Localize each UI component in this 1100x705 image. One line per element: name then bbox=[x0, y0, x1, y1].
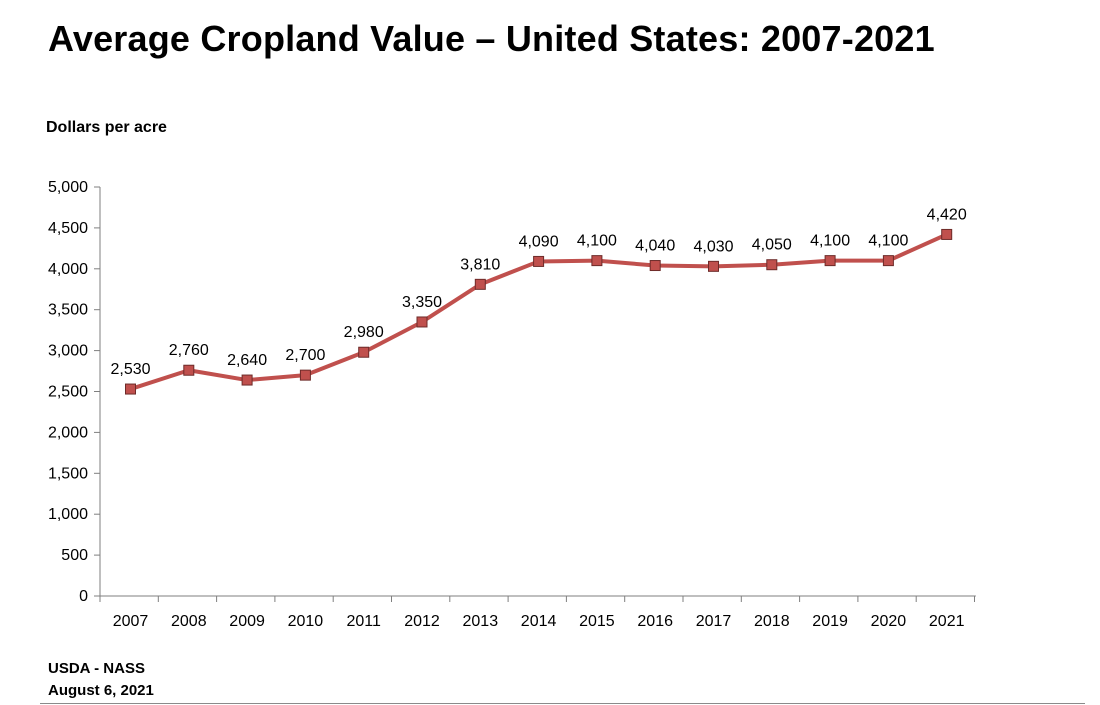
data-point-marker bbox=[358, 346, 370, 358]
y-tick-label: 0 bbox=[79, 588, 88, 605]
data-label: 4,100 bbox=[868, 233, 908, 250]
data-label: 4,420 bbox=[927, 206, 967, 223]
data-point-marker bbox=[941, 228, 953, 240]
x-tick-label: 2016 bbox=[637, 613, 673, 630]
y-tick-label: 2,000 bbox=[48, 424, 88, 441]
data-label: 4,090 bbox=[519, 233, 559, 250]
y-tick-label: 5,000 bbox=[48, 179, 88, 196]
data-point-marker bbox=[125, 383, 136, 395]
data-point-marker bbox=[416, 316, 428, 328]
x-tick-label: 2011 bbox=[346, 613, 381, 630]
data-point-marker bbox=[591, 255, 603, 267]
x-tick-label: 2019 bbox=[812, 613, 848, 630]
data-label: 4,030 bbox=[693, 238, 733, 255]
x-tick-label: 2008 bbox=[171, 613, 207, 630]
x-axis-ticks: 2007 2008 2009 2010 2011 2012 2013 2014 2015 2016… bbox=[99, 596, 975, 630]
y-tick-label: 4,500 bbox=[48, 220, 88, 237]
x-tick-label: 2010 bbox=[288, 613, 324, 630]
data-label: 2,640 bbox=[227, 352, 267, 369]
data-point-marker bbox=[708, 260, 719, 272]
data-point-marker bbox=[882, 255, 894, 267]
source-note: USDA - NASS bbox=[48, 660, 145, 677]
data-point-marker bbox=[241, 374, 253, 386]
x-tick-label: 2007 bbox=[113, 613, 149, 630]
x-tick-label: 2021 bbox=[929, 613, 965, 630]
series-group bbox=[125, 228, 953, 395]
data-point-marker bbox=[183, 364, 195, 376]
date-note: August 6, 2021 bbox=[48, 682, 154, 699]
data-point-marker bbox=[766, 259, 778, 271]
y-tick-label: 2,500 bbox=[48, 384, 88, 401]
y-axis-label: Dollars per acre bbox=[46, 119, 167, 136]
data-point-marker bbox=[474, 278, 486, 290]
x-tick-label: 2018 bbox=[754, 613, 790, 630]
data-label: 3,810 bbox=[460, 256, 500, 273]
data-label: 3,350 bbox=[402, 294, 442, 311]
x-tick-label: 2020 bbox=[871, 613, 907, 630]
data-point-marker bbox=[649, 260, 661, 272]
x-tick-label: 2017 bbox=[696, 613, 732, 630]
x-tick-label: 2014 bbox=[521, 613, 557, 630]
data-label: 2,760 bbox=[169, 342, 209, 359]
x-tick-label: 2009 bbox=[229, 613, 265, 630]
y-axis-ticks: 0 500 1,000 1,500 2,000 2,500 3,000 3,500 4,000 4… bbox=[48, 179, 100, 605]
x-tick-label: 2012 bbox=[404, 613, 440, 630]
data-label: 4,100 bbox=[810, 233, 850, 250]
data-label: 4,040 bbox=[635, 238, 675, 255]
data-label: 4,100 bbox=[577, 233, 617, 250]
data-label: 2,980 bbox=[344, 324, 384, 341]
bottom-divider bbox=[40, 703, 1085, 704]
y-tick-label: 4,000 bbox=[48, 261, 88, 278]
x-tick-label: 2013 bbox=[463, 613, 499, 630]
y-tick-label: 3,000 bbox=[48, 343, 88, 360]
x-tick-label: 2015 bbox=[579, 613, 615, 630]
y-tick-label: 1,500 bbox=[48, 465, 88, 482]
y-tick-label: 3,500 bbox=[48, 302, 88, 319]
y-tick-label: 1,000 bbox=[48, 506, 88, 523]
data-point-marker bbox=[533, 255, 545, 267]
data-point-marker bbox=[824, 255, 836, 267]
data-label: 4,050 bbox=[752, 237, 792, 254]
data-label: 2,700 bbox=[285, 347, 325, 364]
data-labels: 2,530 2,760 2,640 2,700 2,980 3,350 3,810 4,090… bbox=[110, 206, 966, 378]
data-point-marker bbox=[299, 369, 311, 381]
y-tick-label: 500 bbox=[61, 547, 88, 564]
data-label: 2,530 bbox=[110, 361, 150, 378]
chart-title: Average Cropland Value – United States: … bbox=[48, 18, 935, 59]
